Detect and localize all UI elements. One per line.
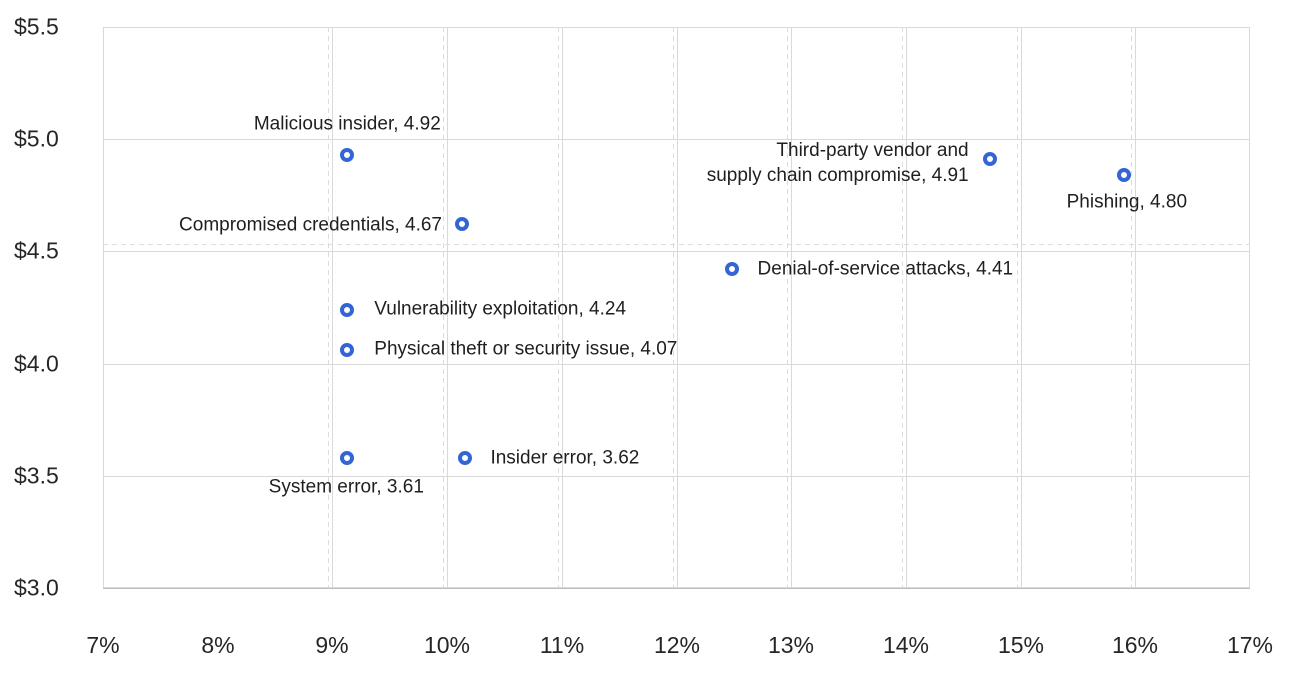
vertical-gridline — [447, 27, 448, 588]
vertical-gridline-dashed — [558, 27, 559, 588]
horizontal-gridline — [103, 139, 1250, 140]
data-point-marker[interactable] — [982, 152, 997, 167]
data-point-label-line: Physical theft or security issue, 4.07 — [374, 338, 678, 360]
data-point-label-line: Insider error, 3.62 — [490, 447, 640, 469]
data-point-label: Phishing, 4.80 — [1067, 190, 1187, 215]
x-axis-tick-label: 7% — [86, 632, 120, 658]
vertical-gridline-dashed — [673, 27, 674, 588]
horizontal-gridline — [103, 364, 1250, 365]
horizontal-gridline — [103, 476, 1250, 477]
data-point-label-line: Denial-of-service attacks, 4.41 — [757, 258, 1014, 280]
horizontal-gridline-dashed — [103, 244, 1250, 245]
vertical-gridline — [562, 27, 563, 588]
y-axis-tick-label: $4.0 — [14, 350, 59, 377]
data-point-label: Compromised credentials, 4.67 — [179, 213, 442, 238]
vertical-gridline-dashed — [787, 27, 788, 588]
x-axis-tick-label: 17% — [1226, 632, 1274, 658]
data-point-marker[interactable] — [340, 450, 355, 465]
data-point-label: Physical theft or security issue, 4.07 — [374, 337, 677, 362]
data-point-marker[interactable] — [1116, 168, 1131, 183]
data-point-label: Third-party vendor and supply chain compr… — [707, 138, 969, 188]
x-axis-tick-label: 13% — [767, 632, 815, 658]
x-axis-tick-label: 10% — [423, 632, 471, 658]
vertical-gridline-dashed — [328, 27, 329, 588]
data-point-marker[interactable] — [458, 450, 473, 465]
x-axis-tick-label: 8% — [201, 632, 235, 658]
vertical-gridline — [332, 27, 333, 588]
vertical-gridline-dashed — [443, 27, 444, 588]
vertical-gridline — [791, 27, 792, 588]
y-axis-tick-label: $3.0 — [14, 574, 59, 601]
data-point-marker[interactable] — [455, 217, 469, 232]
data-point-label: System error, 3.61 — [269, 474, 424, 499]
vertical-gridline — [1135, 27, 1136, 588]
vertical-gridline — [1021, 27, 1022, 588]
y-axis-tick-label: $5.5 — [14, 13, 59, 40]
x-axis-tick-label: 16% — [1111, 632, 1159, 658]
x-axis-tick-label: 15% — [997, 632, 1045, 658]
vertical-gridline — [906, 27, 907, 588]
data-point-label: Malicious insider, 4.92 — [254, 111, 441, 136]
vertical-gridline-dashed — [902, 27, 903, 588]
data-point-label: Insider error, 3.62 — [490, 445, 639, 470]
x-axis-tick-label: 12% — [653, 632, 701, 658]
x-axis-line — [103, 588, 1250, 589]
data-point-label-line: Phishing, 4.80 — [1066, 191, 1188, 213]
plot-area-border — [103, 27, 1250, 588]
vertical-gridline-dashed — [1131, 27, 1132, 588]
data-point-label: Vulnerability exploitation, 4.24 — [374, 296, 626, 321]
data-point-label-line: System error, 3.61 — [268, 476, 424, 498]
data-point-label-line: Malicious insider, 4.92 — [253, 113, 441, 135]
data-point-marker[interactable] — [724, 262, 739, 277]
data-point-marker[interactable] — [340, 302, 355, 317]
data-point-label-line: Third-party vendor and — [776, 140, 969, 162]
data-point-label-line: supply chain compromise, 4.91 — [706, 165, 969, 187]
x-axis-tick-label: 14% — [882, 632, 930, 658]
data-point-label-line: Vulnerability exploitation, 4.24 — [374, 298, 627, 320]
x-axis-tick-label: 11% — [539, 632, 585, 658]
y-axis-tick-label: $4.5 — [14, 237, 59, 264]
y-axis-tick-label: $3.5 — [14, 462, 59, 489]
horizontal-gridline — [103, 251, 1250, 252]
vertical-gridline-dashed — [1017, 27, 1018, 588]
data-point-marker[interactable] — [340, 147, 355, 162]
vertical-gridline — [677, 27, 678, 588]
y-axis-tick-label: $5.0 — [14, 125, 59, 152]
data-point-marker[interactable] — [340, 343, 355, 358]
data-point-label: Denial-of-service attacks, 4.41 — [758, 257, 1014, 282]
data-point-label-line: Compromised credentials, 4.67 — [179, 214, 442, 236]
x-axis-tick-label: 9% — [315, 632, 349, 658]
